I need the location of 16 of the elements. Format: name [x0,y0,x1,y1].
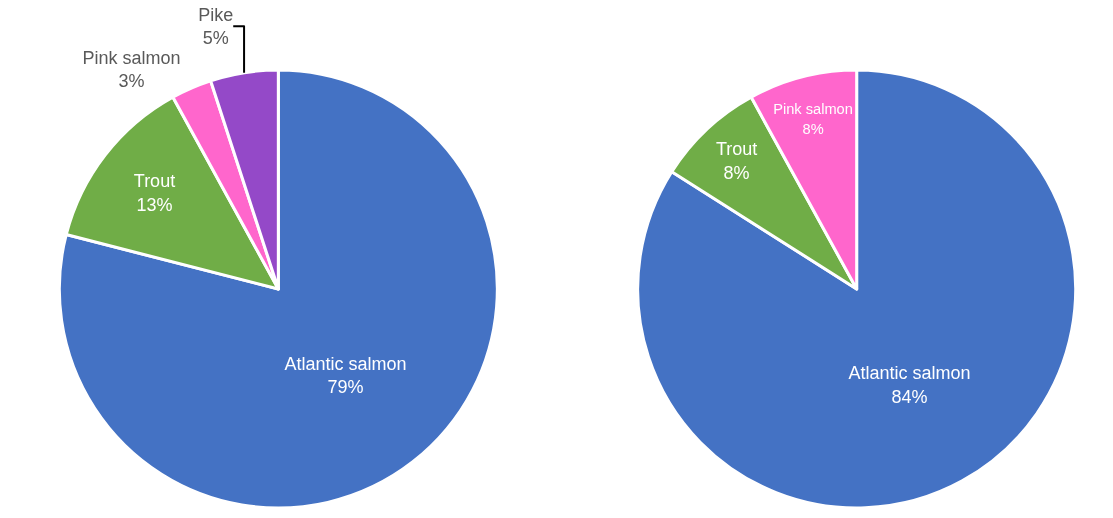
data-label: 13% [136,194,173,215]
data-label: 5% [202,28,229,49]
slice-label: Pink salmon [82,48,181,69]
data-label: 79% [327,377,364,398]
data-label: 8% [723,162,750,183]
pie-slice [57,68,499,510]
slice-label: Pike [198,4,234,25]
slice-label: Atlantic salmon [848,363,971,384]
slice-label: Trout [133,171,176,192]
slice-label: Pink salmon [773,101,853,118]
data-label: 3% [118,71,145,92]
data-label: 84% [891,386,928,407]
pie-slice [636,68,1078,510]
data-label: 8% [802,120,824,137]
slice-label: Trout [715,139,758,160]
slice-label: Atlantic salmon [284,353,407,374]
